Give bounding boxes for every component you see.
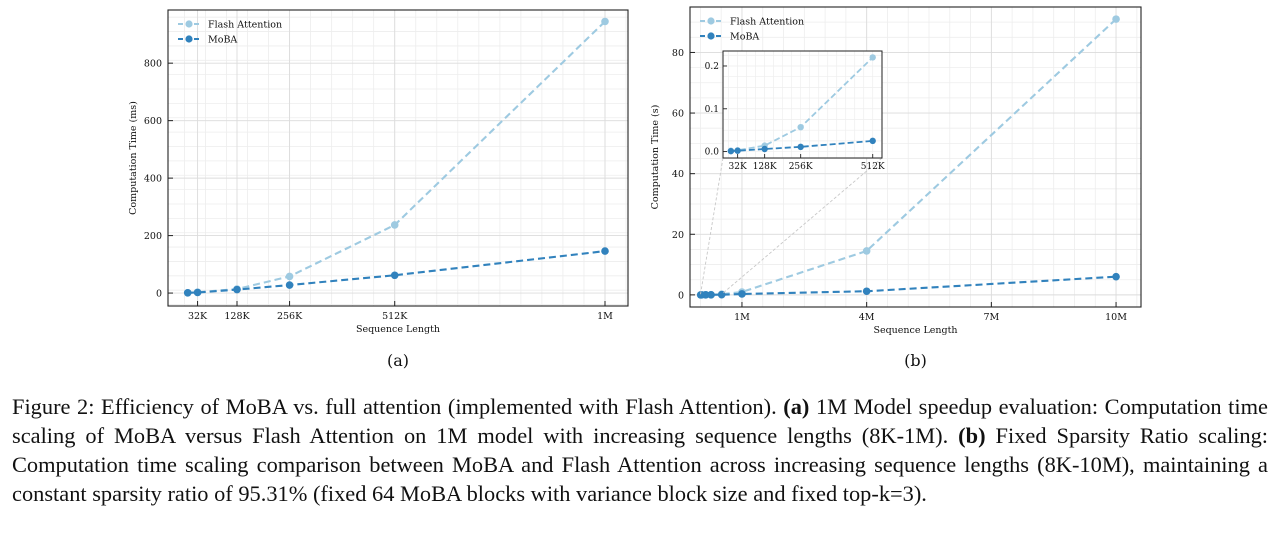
caption-figure-label: Figure 2: <box>12 394 95 419</box>
legend-label: MoBA <box>208 35 237 46</box>
data-point <box>601 17 609 26</box>
inset-background <box>723 51 882 158</box>
inset-x-tick-label: 256K <box>789 162 813 172</box>
legend-marker <box>707 32 715 40</box>
inset-connector <box>699 157 724 295</box>
caption-a-label: (a) <box>783 394 810 419</box>
legend-label: Flash Attention <box>730 17 804 28</box>
data-point <box>707 291 715 299</box>
series-moba <box>183 247 609 297</box>
inset-x-tick-label: 512K <box>861 162 885 172</box>
data-point <box>701 291 710 299</box>
y-tick-label: 0 <box>156 289 162 300</box>
y-tick-label: 60 <box>672 109 684 120</box>
y-tick-label: 40 <box>672 169 684 180</box>
caption-a-text: 1M Model speedup evaluation: Computation… <box>12 394 1268 448</box>
data-point <box>1112 15 1120 23</box>
inset-data-point <box>797 143 804 151</box>
x-tick-label: 1M <box>597 311 613 322</box>
inset-data-point <box>869 137 876 145</box>
legend-marker <box>185 35 193 43</box>
y-tick-label: 800 <box>144 59 162 70</box>
inset-x-tick-label: 128K <box>753 162 777 172</box>
series-moba <box>696 272 1120 299</box>
panel-label: (b) <box>904 351 927 370</box>
legend-label: MoBA <box>730 32 759 43</box>
legend: Flash Attention MoBA <box>178 20 282 46</box>
data-point <box>1112 272 1120 281</box>
y-axis-label: Computation Time (ms) <box>128 101 139 215</box>
data-point <box>862 247 871 255</box>
inset-data-point <box>734 147 741 154</box>
y-tick-label: 600 <box>144 116 162 127</box>
y-tick-label: 200 <box>144 231 162 242</box>
inset-data-point <box>761 145 768 153</box>
data-point <box>738 290 746 298</box>
data-point <box>285 272 294 281</box>
y-tick-label: 0 <box>678 290 684 301</box>
inset-y-tick-label: 0.0 <box>705 148 720 158</box>
data-point <box>193 288 202 297</box>
series-line <box>187 20 606 294</box>
x-tick-label: 32K <box>188 311 208 322</box>
caption-intro: Efficiency of MoBA vs. full attention (i… <box>101 394 777 419</box>
data-point <box>862 287 871 296</box>
data-point <box>390 271 399 280</box>
inset-frame <box>722 50 883 159</box>
grid <box>168 10 628 306</box>
data-point <box>717 290 726 299</box>
x-tick-label: 512K <box>382 311 408 322</box>
inset-data-point <box>797 123 804 131</box>
series-line <box>187 250 606 294</box>
inset-data-point <box>727 147 735 155</box>
x-tick-label: 128K <box>224 311 250 322</box>
legend-marker <box>185 20 193 28</box>
y-tick-label: 20 <box>672 230 684 241</box>
inset-y-tick-label: 0.1 <box>705 105 719 115</box>
x-tick-label: 4M <box>859 312 875 323</box>
data-point <box>233 285 241 294</box>
x-axis-label: Sequence Length <box>873 325 957 336</box>
data-point <box>285 281 294 289</box>
data-point <box>601 247 609 255</box>
caption-b-label: (b) <box>958 423 986 448</box>
inset-connector <box>721 157 883 295</box>
inset-series-moba <box>727 137 876 155</box>
inset-data-point <box>869 54 876 61</box>
chart-a: 32K 128K 256K 512K 1M 0 200 400 600 800 Sequence L… <box>128 9 629 370</box>
y-axis-label: Computation Time (s) <box>650 105 661 210</box>
plot-frame <box>167 9 629 307</box>
data-point <box>390 221 399 229</box>
inset-x-tick-label: 32K <box>729 162 747 172</box>
x-tick-label: 7M <box>983 312 999 323</box>
x-tick-label: 256K <box>277 311 303 322</box>
y-tick-label: 80 <box>672 48 684 59</box>
legend: Flash Attention MoBA <box>700 17 804 43</box>
legend-marker <box>707 17 715 25</box>
plot-frame <box>689 6 1142 308</box>
data-point <box>183 288 192 297</box>
inset-chart: 32K 128K 256K 512K 0.0 0.1 0.2 <box>699 50 885 295</box>
panel-label: (a) <box>387 351 409 370</box>
x-axis-label: Sequence Length <box>356 324 440 335</box>
chart-b: 1M 4M 7M 10M 0 20 40 60 80 Sequence Length Computa… <box>650 6 1142 370</box>
y-tick-label: 400 <box>144 174 162 185</box>
figure-caption: Figure 2: Efficiency of MoBA vs. full at… <box>12 392 1268 508</box>
x-tick-label: 1M <box>734 312 750 323</box>
legend-label: Flash Attention <box>208 20 282 31</box>
caption-b-text: Fixed Sparsity Ratio scaling: Computatio… <box>12 423 1268 506</box>
inset-y-tick-label: 0.2 <box>705 62 719 72</box>
x-tick-label: 10M <box>1105 312 1127 323</box>
